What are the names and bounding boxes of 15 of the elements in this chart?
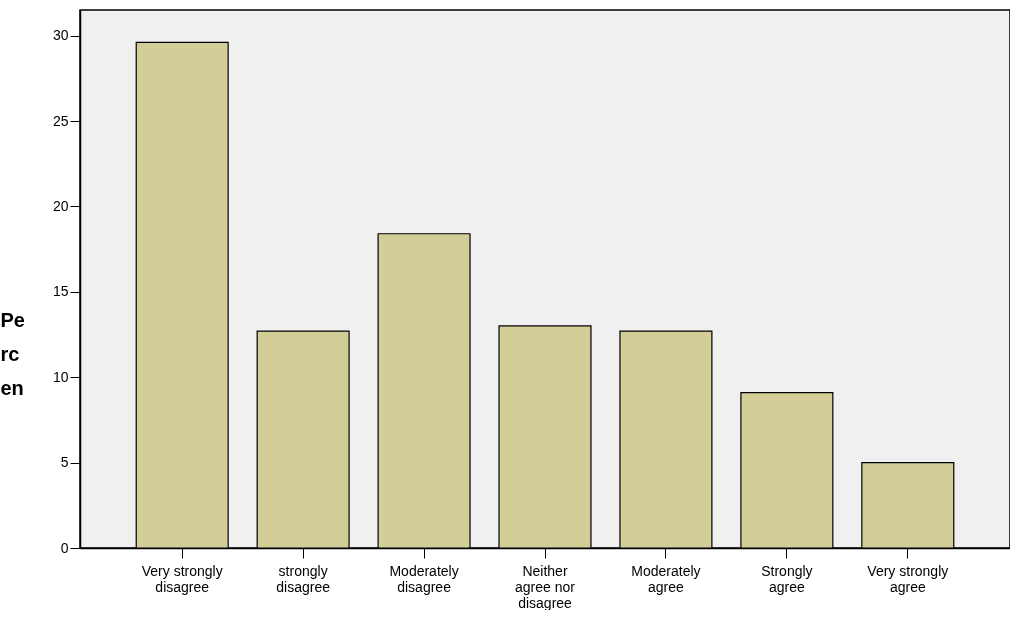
y-tick-label: 30 (52, 27, 69, 44)
y-tick-label: 20 (52, 197, 69, 214)
x-tick-label: Strongly agree (761, 562, 813, 595)
y-tick-label: 15 (52, 283, 69, 300)
x-tick-label: Moderately agree (631, 562, 701, 595)
y-tick-label: 25 (52, 112, 69, 129)
x-tick-label: Very strongly disagree (141, 562, 223, 595)
x-tick-label: Moderately disagree (389, 562, 459, 595)
y-tick-label: 5 (60, 454, 69, 471)
y-tick-label: 10 (52, 368, 69, 385)
x-tick-label: strongly disagree (276, 562, 331, 595)
y-axis-title: Pe rc en (0, 308, 25, 399)
x-tick-label: Neither agree nor disagree (515, 562, 576, 611)
x-tick-label: Very strongly agree (867, 562, 949, 595)
y-tick-label: 0 (60, 539, 69, 556)
